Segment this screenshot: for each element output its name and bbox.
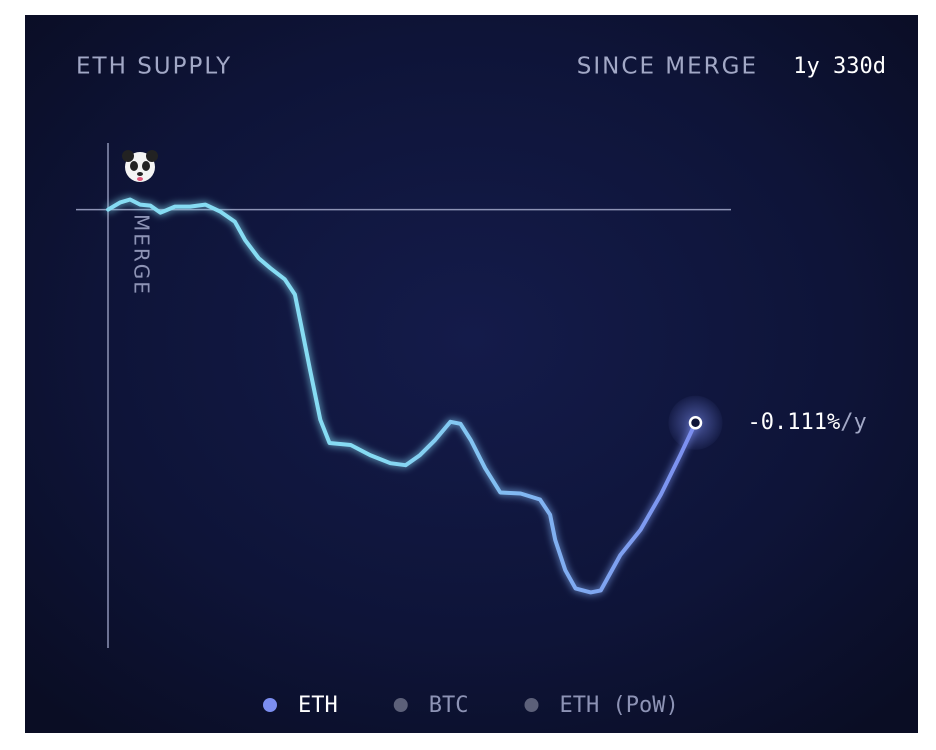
legend-dot (263, 698, 277, 712)
legend-item[interactable]: ETH (PoW) (524, 693, 679, 718)
panda-icon (122, 150, 158, 182)
legend-dot (393, 698, 408, 712)
legend-label: BTC (429, 693, 469, 718)
duration: 1y 330d (793, 54, 886, 79)
legend-item[interactable]: BTC (393, 693, 469, 718)
card-title: ETH SUPPLY (76, 54, 232, 80)
end-rate: -0.111% (748, 410, 841, 435)
legend-item[interactable]: ETH (263, 693, 338, 718)
eth-supply-line (106, 197, 698, 595)
end-point (688, 416, 703, 430)
end-rate-unit: /y (840, 410, 867, 435)
merge-annotation: MERGE (130, 214, 154, 296)
since-label: SINCE MERGE (577, 54, 758, 80)
legend-label: ETH (298, 693, 338, 718)
card (25, 15, 918, 733)
end-rate-label: -0.111%/y (748, 410, 867, 435)
legend-dot (524, 698, 539, 712)
legend-label: ETH (PoW) (560, 693, 679, 718)
